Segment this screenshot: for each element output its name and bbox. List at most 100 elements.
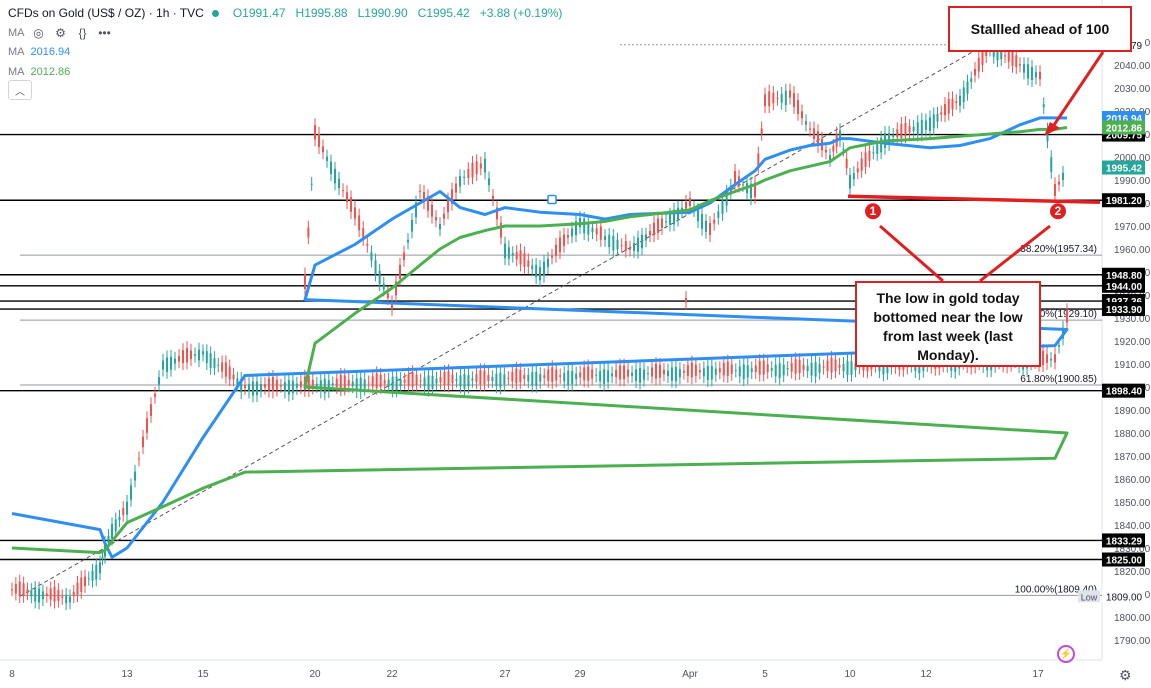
level-price-label: 2009.75 (1106, 131, 1143, 142)
candle-body (951, 98, 954, 110)
y-tick-label: 1970.00 (1114, 222, 1151, 233)
candle-body (789, 90, 791, 98)
candle-body (591, 227, 594, 233)
y-tick-label: 1930.00 (1114, 314, 1151, 325)
candle-body (654, 363, 657, 379)
candle-body (351, 381, 354, 387)
candle-body (279, 385, 282, 387)
more-icon[interactable]: ••• (98, 26, 111, 40)
x-tick-label: 12 (920, 669, 932, 680)
candle-body (53, 586, 56, 602)
settings-icon[interactable]: ⚙ (55, 26, 66, 40)
candle-body (224, 362, 227, 377)
candle-body (87, 578, 90, 580)
candle-body (673, 209, 675, 225)
candle-body (471, 378, 474, 381)
candle-body (627, 369, 630, 377)
candle-body (832, 145, 835, 152)
brand-logo-icon[interactable]: ⚡ (1057, 645, 1075, 663)
source-code-icon[interactable]: {} (78, 26, 87, 40)
candle-body (710, 366, 713, 380)
candle-body (713, 219, 716, 224)
candle-body (194, 354, 196, 356)
ma-legend-row[interactable]: MA ◎ ⚙ {} ••• (8, 25, 113, 41)
candle-body (784, 90, 787, 106)
candle-body (1066, 310, 1068, 323)
collapse-legend-button[interactable]: ︿ (8, 80, 32, 100)
x-tick-label: 20 (309, 669, 321, 680)
ma-legend-row[interactable]: MA 2016.94 (8, 46, 70, 58)
ma-legend-row[interactable]: MA 2012.86 (8, 66, 70, 78)
candle-body (629, 247, 631, 250)
candle-body (236, 378, 239, 385)
candle-body (912, 126, 915, 132)
candle-body (1042, 104, 1045, 108)
candle-body (411, 220, 413, 232)
candle-body (758, 360, 761, 375)
candle-body (1000, 50, 1003, 60)
level-price-tag (1102, 533, 1145, 548)
eye-off-icon[interactable]: ◎ (33, 26, 44, 40)
candle-body (535, 371, 538, 386)
candle-body (1042, 350, 1045, 366)
ma-anchor-handle (547, 194, 557, 205)
candle-body (343, 375, 346, 389)
annotation-arrow (879, 224, 944, 283)
candle-body (487, 374, 490, 382)
candle-body (697, 209, 699, 222)
candle-body (391, 376, 394, 391)
gear-icon[interactable]: ⚙ (1119, 667, 1132, 683)
candle-body (947, 98, 950, 114)
candle-body (251, 381, 254, 396)
candle-body (772, 92, 775, 104)
candle-body (1027, 64, 1029, 79)
ma-label: MA (8, 46, 25, 58)
candle-body (599, 371, 602, 382)
y-tick-label: 1920.00 (1114, 337, 1151, 348)
candle-body (451, 189, 453, 204)
candle-body (399, 379, 402, 387)
candle-body (475, 161, 478, 175)
candle-body (527, 260, 530, 267)
candle-body (209, 353, 212, 368)
candle-body (186, 348, 188, 363)
candle-body (95, 564, 98, 580)
candle-body (547, 369, 550, 381)
candle-body (966, 81, 969, 94)
candle-body (996, 45, 999, 61)
candle-body (705, 220, 707, 232)
candle-body (543, 375, 546, 378)
ma-value: 2012.86 (30, 66, 71, 78)
candle-body (311, 379, 314, 388)
candle-body (802, 364, 805, 370)
candle-body (1054, 354, 1056, 363)
candle-body (287, 380, 290, 395)
candle-body (658, 364, 661, 378)
candle-body (118, 516, 121, 521)
level-price-label: 1898.40 (1106, 387, 1143, 398)
candle-body (805, 121, 807, 125)
candle-body (856, 168, 859, 173)
x-tick-label: 15 (197, 669, 209, 680)
candle-body (69, 596, 71, 603)
candle-body (813, 128, 815, 139)
ohlc-change: +3.88 (+0.19%) (479, 6, 563, 20)
level-price-tag (1102, 383, 1145, 398)
candle-body (255, 381, 258, 396)
symbol-title[interactable]: CFDs on Gold (US$ / OZ) · 1h · TVC (8, 6, 204, 20)
x-tick-label: 8 (9, 669, 15, 680)
candle-body (101, 556, 104, 559)
y-tick-label: 1880.00 (1114, 429, 1151, 440)
candle-body (170, 356, 172, 370)
y-tick-label: 1990.00 (1114, 176, 1151, 187)
candle-body (981, 51, 984, 66)
candle-body (182, 350, 184, 364)
price-axis-tag-label: 2012.86 (1106, 123, 1143, 134)
price-axis-tag (1102, 120, 1145, 135)
candle-body (825, 149, 827, 153)
candle-body (571, 228, 573, 237)
candle-body (567, 235, 569, 238)
candle-body (959, 95, 961, 106)
candle-body (766, 364, 769, 372)
